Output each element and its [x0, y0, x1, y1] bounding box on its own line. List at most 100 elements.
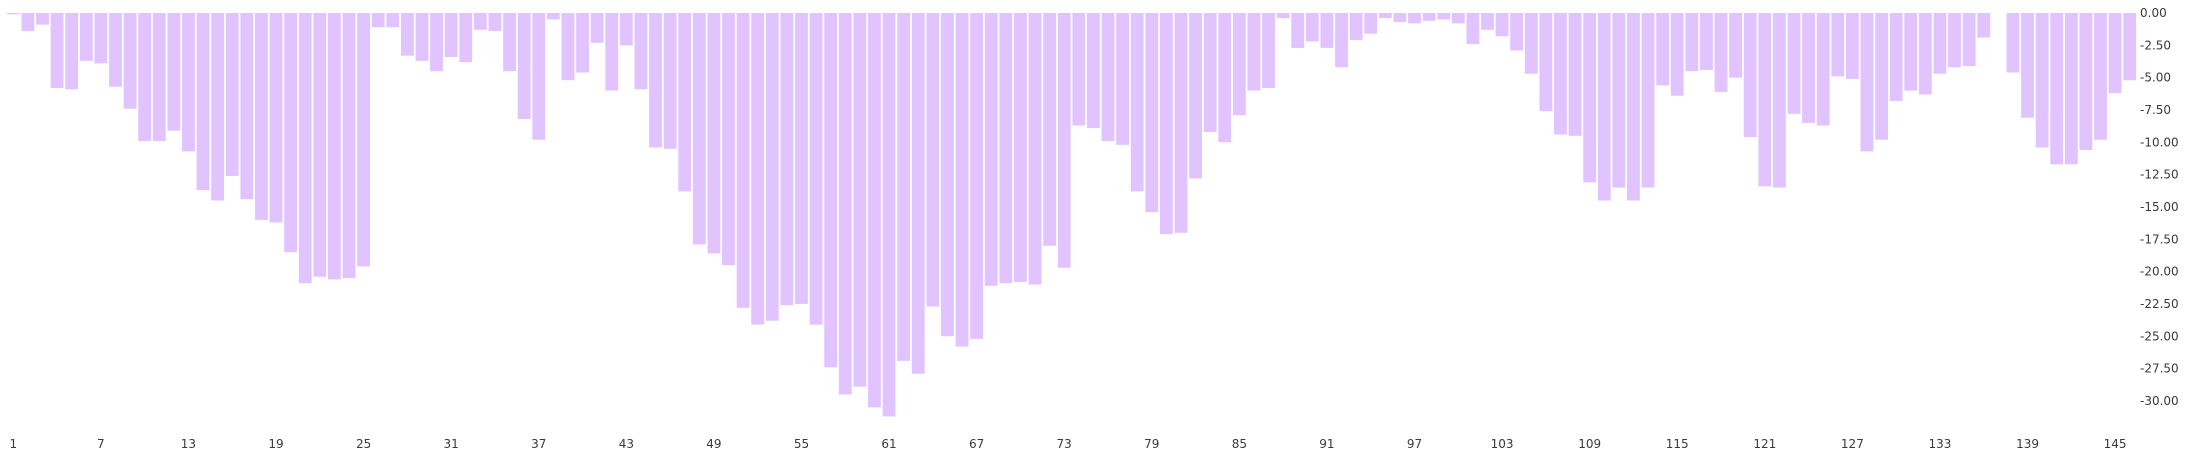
bar-62[interactable]: [897, 13, 911, 361]
bar-17[interactable]: [240, 13, 254, 200]
bar-133[interactable]: [1933, 13, 1947, 74]
bar-140[interactable]: [2035, 13, 2049, 148]
bar-77[interactable]: [1116, 13, 1129, 145]
bar-13[interactable]: [182, 13, 195, 152]
bar-34[interactable]: [488, 13, 502, 32]
bar-39[interactable]: [561, 13, 575, 81]
bar-67[interactable]: [970, 13, 984, 339]
bar-138[interactable]: [2006, 13, 2020, 73]
bar-112[interactable]: [1627, 13, 1640, 201]
bar-88[interactable]: [1276, 13, 1290, 19]
bar-47[interactable]: [678, 13, 692, 192]
bar-75[interactable]: [1086, 13, 1100, 129]
bar-123[interactable]: [1787, 13, 1801, 114]
bar-27[interactable]: [386, 13, 400, 28]
bar-3[interactable]: [36, 13, 49, 25]
bar-130[interactable]: [1889, 13, 1903, 101]
bar-80[interactable]: [1159, 13, 1173, 235]
bar-97[interactable]: [1408, 13, 1421, 24]
bar-50[interactable]: [722, 13, 735, 266]
bar-108[interactable]: [1568, 13, 1582, 136]
bar-55[interactable]: [795, 13, 808, 304]
bar-69[interactable]: [999, 13, 1013, 284]
bar-81[interactable]: [1174, 13, 1188, 233]
bar-85[interactable]: [1232, 13, 1246, 116]
bar-141[interactable]: [2050, 13, 2064, 165]
bar-79[interactable]: [1145, 13, 1159, 213]
bar-90[interactable]: [1305, 13, 1319, 42]
bar-100[interactable]: [1451, 13, 1465, 24]
bar-96[interactable]: [1393, 13, 1407, 23]
bar-134[interactable]: [1948, 13, 1961, 68]
bar-107[interactable]: [1554, 13, 1567, 135]
bar-116[interactable]: [1685, 13, 1699, 72]
bar-82[interactable]: [1189, 13, 1202, 179]
bar-14[interactable]: [196, 13, 210, 191]
bar-35[interactable]: [503, 13, 516, 72]
bar-33[interactable]: [473, 13, 487, 30]
bar-89[interactable]: [1291, 13, 1305, 48]
bar-9[interactable]: [123, 13, 137, 109]
bar-38[interactable]: [546, 13, 560, 20]
bar-118[interactable]: [1714, 13, 1728, 92]
bar-92[interactable]: [1335, 13, 1348, 68]
bar-57[interactable]: [824, 13, 838, 368]
bar-16[interactable]: [225, 13, 239, 176]
bar-52[interactable]: [751, 13, 765, 325]
bar-53[interactable]: [765, 13, 779, 321]
bar-71[interactable]: [1028, 13, 1042, 285]
bar-37[interactable]: [532, 13, 546, 140]
bar-102[interactable]: [1481, 13, 1494, 30]
bar-84[interactable]: [1218, 13, 1232, 143]
bar-44[interactable]: [634, 13, 648, 90]
bar-26[interactable]: [371, 13, 385, 28]
bar-103[interactable]: [1495, 13, 1509, 37]
bar-40[interactable]: [576, 13, 589, 73]
bar-56[interactable]: [809, 13, 823, 325]
bar-29[interactable]: [415, 13, 429, 61]
bar-119[interactable]: [1729, 13, 1743, 78]
bar-143[interactable]: [2079, 13, 2093, 151]
bar-136[interactable]: [1977, 13, 1991, 38]
bar-129[interactable]: [1875, 13, 1888, 140]
bar-65[interactable]: [941, 13, 954, 337]
bar-43[interactable]: [619, 13, 633, 46]
bar-15[interactable]: [211, 13, 225, 201]
bar-59[interactable]: [853, 13, 867, 387]
bar-128[interactable]: [1860, 13, 1874, 152]
bar-60[interactable]: [868, 13, 881, 408]
bar-22[interactable]: [313, 13, 327, 277]
bar-145[interactable]: [2108, 13, 2122, 94]
bar-72[interactable]: [1043, 13, 1057, 246]
bar-8[interactable]: [109, 13, 122, 87]
bar-142[interactable]: [2064, 13, 2078, 165]
bar-110[interactable]: [1597, 13, 1611, 201]
bar-46[interactable]: [663, 13, 677, 149]
bar-73[interactable]: [1057, 13, 1071, 268]
bar-109[interactable]: [1583, 13, 1597, 183]
bar-10[interactable]: [138, 13, 152, 142]
bar-21[interactable]: [298, 13, 312, 284]
bar-49[interactable]: [707, 13, 721, 254]
bar-105[interactable]: [1524, 13, 1538, 74]
bar-126[interactable]: [1831, 13, 1845, 77]
bar-7[interactable]: [94, 13, 108, 64]
bar-25[interactable]: [357, 13, 371, 267]
bar-61[interactable]: [882, 13, 896, 417]
bar-111[interactable]: [1612, 13, 1626, 188]
bar-101[interactable]: [1466, 13, 1480, 45]
bar-11[interactable]: [152, 13, 166, 142]
bar-76[interactable]: [1101, 13, 1115, 142]
bar-48[interactable]: [692, 13, 706, 245]
bar-68[interactable]: [984, 13, 998, 286]
bar-104[interactable]: [1510, 13, 1524, 51]
bar-63[interactable]: [911, 13, 925, 374]
bar-24[interactable]: [342, 13, 356, 279]
bar-127[interactable]: [1845, 13, 1859, 79]
bar-30[interactable]: [430, 13, 443, 72]
bar-31[interactable]: [444, 13, 458, 57]
bar-91[interactable]: [1320, 13, 1334, 48]
bar-135[interactable]: [1962, 13, 1976, 67]
bar-139[interactable]: [2021, 13, 2034, 118]
bar-95[interactable]: [1378, 13, 1392, 19]
